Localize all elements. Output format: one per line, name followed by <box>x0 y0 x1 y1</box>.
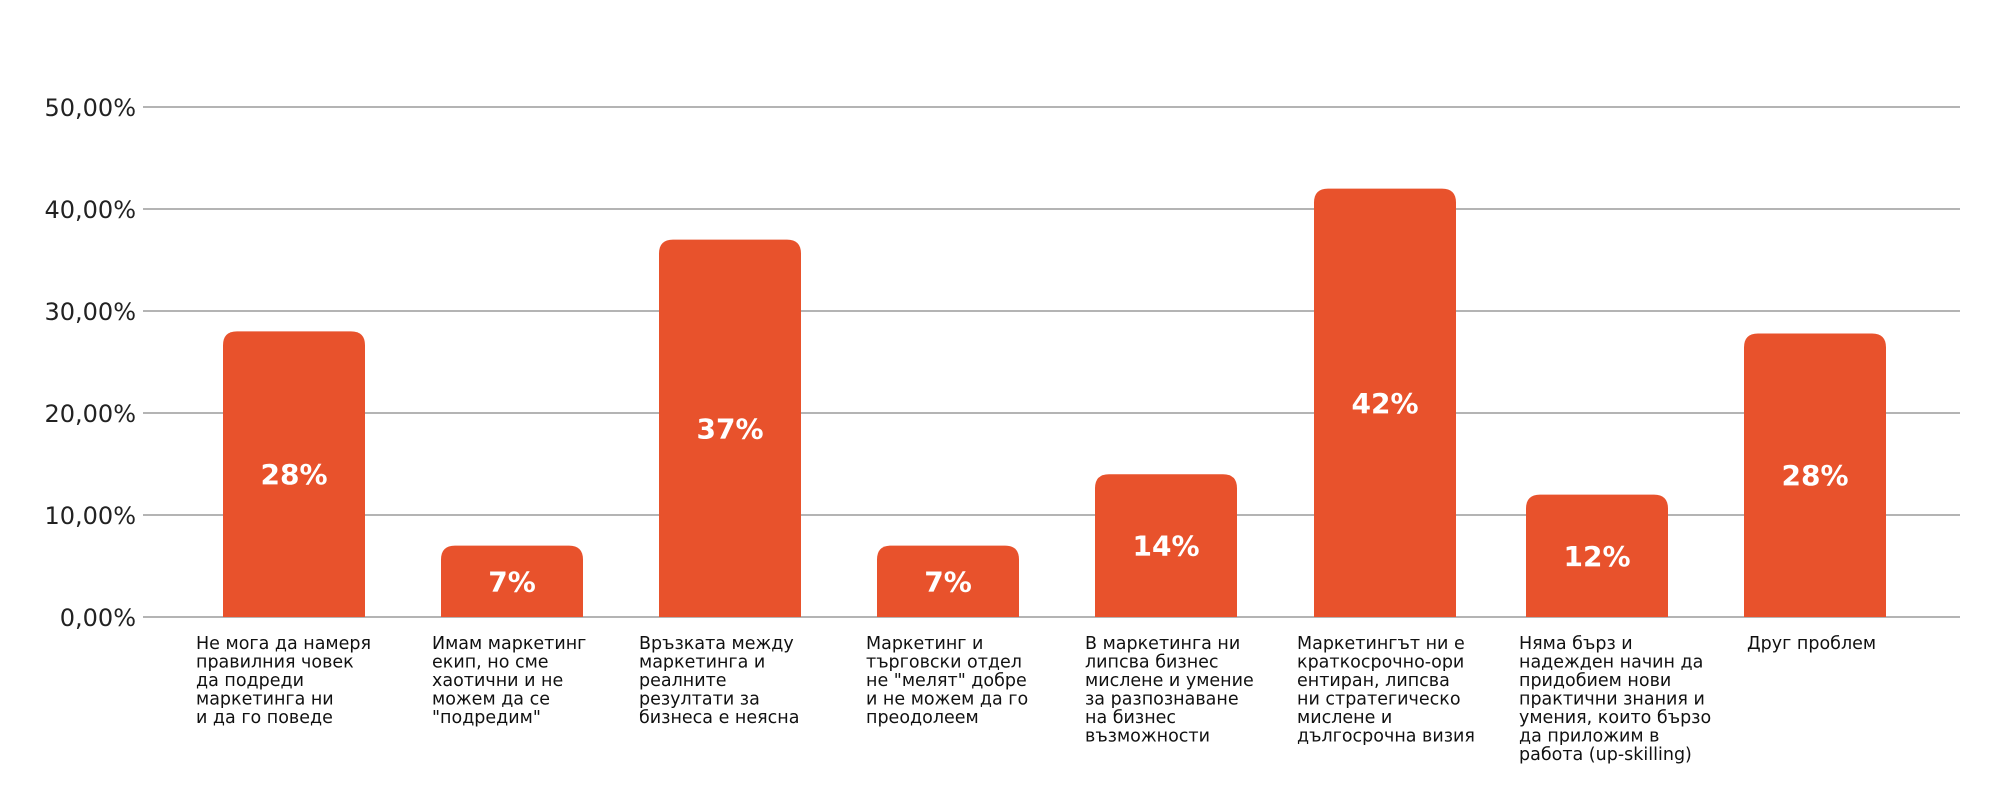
category-label-line: мислене и умение <box>1085 671 1254 691</box>
y-tick-label: 50,00% <box>44 94 136 122</box>
bars <box>223 188 1886 617</box>
bar-value-label: 28% <box>1781 459 1848 492</box>
category-label-line: ентиран, липсва <box>1297 671 1450 691</box>
category-label-line: и да го поведе <box>196 708 333 728</box>
category-label: Друг проблем <box>1747 634 1876 654</box>
category-label-line: Имам маркетинг <box>432 634 586 654</box>
y-tick-label: 20,00% <box>44 400 136 428</box>
category-label-line: маркетинга ни <box>196 690 334 710</box>
gridlines <box>143 106 1960 618</box>
y-axis-tick-labels: 0,00% 10,00% 20,00% 30,00% 40,00% 50,00% <box>44 94 136 632</box>
category-label-line: придобием нови <box>1519 671 1671 691</box>
bar-value-label: 37% <box>696 412 763 445</box>
category-label-line: краткосрочно-ори <box>1297 653 1464 673</box>
bar <box>441 545 583 617</box>
bar <box>1095 474 1237 617</box>
bar <box>1744 333 1886 617</box>
bar-value-label: 42% <box>1351 387 1418 420</box>
category-label-line: Маркетинг и <box>866 634 983 654</box>
bar-value-label: 28% <box>260 458 327 491</box>
category-label-line: преодолеем <box>866 708 979 728</box>
bar <box>877 545 1019 617</box>
category-label-line: бизнеса е неясна <box>639 708 799 728</box>
category-label-line: ни стратегическо <box>1297 690 1461 710</box>
category-label-line: работа (up-skilling) <box>1519 745 1692 765</box>
category-label-line: не "мелят" добре <box>866 671 1027 691</box>
category-label-line: мислене и <box>1297 708 1392 728</box>
category-label-line: липсва бизнес <box>1085 653 1219 673</box>
category-label: Маркетинг и търговски отдел не "мелят" доб… <box>866 634 1028 728</box>
category-labels: Не мога да намеря правилния човек да подре… <box>196 634 1876 765</box>
category-label-line: екип, но сме <box>432 653 549 673</box>
category-label-line: за разпознаване <box>1085 690 1239 710</box>
bar <box>1314 188 1456 617</box>
bar-value-label: 7% <box>488 565 536 598</box>
category-label-line: можем да се <box>432 690 550 710</box>
y-tick-label: 0,00% <box>60 604 136 632</box>
bar <box>659 239 801 617</box>
category-label-line: резултати за <box>639 690 760 710</box>
category-label-line: да приложим в <box>1519 727 1659 747</box>
bar-value-labels: 28% 7% 37% 7% 14% 42% 12% 28% <box>260 387 1848 599</box>
category-label-line: реалните <box>639 671 727 691</box>
category-label-line: маркетинга и <box>639 653 765 673</box>
category-label-line: умения, които бързо <box>1519 708 1711 728</box>
category-label-line: Друг проблем <box>1747 634 1876 654</box>
category-label-line: да подреди <box>196 671 304 691</box>
category-label-line: дългосрочна визия <box>1297 727 1475 747</box>
category-label-line: и не можем да го <box>866 690 1028 710</box>
category-label: Няма бърз и надежден начин да придобием но… <box>1519 634 1711 765</box>
category-label-line: "подредим" <box>432 708 541 728</box>
category-label: Не мога да намеря правилния човек да подре… <box>196 634 371 728</box>
category-label: Маркетингът ни е краткосрочно-ори ентиран,… <box>1297 634 1475 747</box>
category-label-line: Връзката между <box>639 634 794 654</box>
category-label-line: надежден начин да <box>1519 653 1703 673</box>
category-label-line: възможности <box>1085 727 1210 747</box>
category-label-line: Не мога да намеря <box>196 634 371 654</box>
category-label-line: Няма бърз и <box>1519 634 1633 654</box>
bar-value-label: 12% <box>1563 540 1630 573</box>
bar <box>1526 494 1668 617</box>
category-label: Имам маркетинг екип, но сме хаотични и не м… <box>432 634 586 728</box>
category-label: В маркетинга ни липсва бизнес мислене и ум… <box>1085 634 1254 747</box>
category-label-line: практични знания и <box>1519 690 1705 710</box>
category-label: Връзката между маркетинга и реалните резулт… <box>639 634 799 728</box>
category-label-line: Маркетингът ни е <box>1297 634 1465 654</box>
category-label-line: В маркетинга ни <box>1085 634 1240 654</box>
bar <box>223 331 365 617</box>
y-tick-label: 30,00% <box>44 298 136 326</box>
category-label-line: правилния човек <box>196 653 354 673</box>
y-tick-label: 40,00% <box>44 196 136 224</box>
bar-value-label: 7% <box>924 565 972 598</box>
category-label-line: търговски отдел <box>866 653 1022 673</box>
category-label-line: на бизнес <box>1085 708 1176 728</box>
bar-value-label: 14% <box>1132 530 1199 563</box>
category-label-line: хаотични и не <box>432 671 563 691</box>
y-tick-label: 10,00% <box>44 502 136 530</box>
